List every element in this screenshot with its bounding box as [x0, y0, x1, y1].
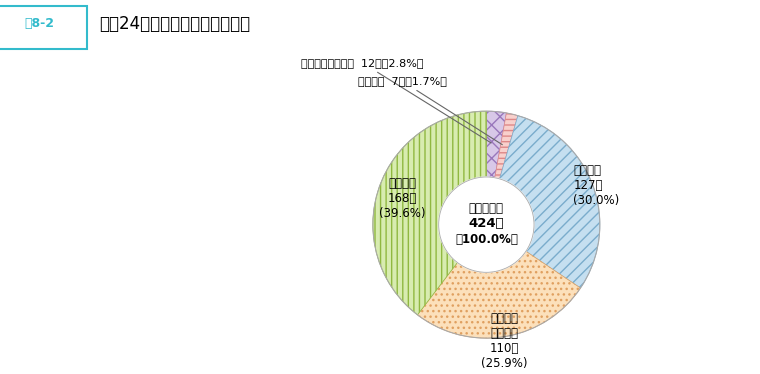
- Text: 平成24年度末派遣先機関別状況: 平成24年度末派遣先機関別状況: [99, 15, 250, 33]
- Text: 外国政府
168人
(39.6%): 外国政府 168人 (39.6%): [379, 177, 426, 220]
- Text: （100.0%）: （100.0%）: [455, 233, 518, 246]
- Circle shape: [439, 177, 534, 272]
- Text: 図8-2: 図8-2: [24, 17, 55, 30]
- Wedge shape: [373, 111, 486, 315]
- Wedge shape: [486, 111, 506, 178]
- FancyBboxPatch shape: [0, 6, 87, 49]
- Wedge shape: [417, 251, 581, 338]
- Text: 研究所　  7人（1.7%）: 研究所 7人（1.7%）: [358, 76, 502, 145]
- Wedge shape: [499, 116, 600, 288]
- Text: 424人: 424人: [468, 217, 504, 230]
- Text: 指令で定める機関  12人（2.8%）: 指令で定める機関 12人（2.8%）: [302, 58, 491, 143]
- Wedge shape: [495, 113, 518, 179]
- Text: 派遣者総数: 派遣者総数: [469, 202, 504, 215]
- Text: その他の
国際機関
110人
(25.9%): その他の 国際機関 110人 (25.9%): [481, 312, 527, 370]
- Text: 国際連合
127人
(30.0%): 国際連合 127人 (30.0%): [573, 163, 619, 206]
